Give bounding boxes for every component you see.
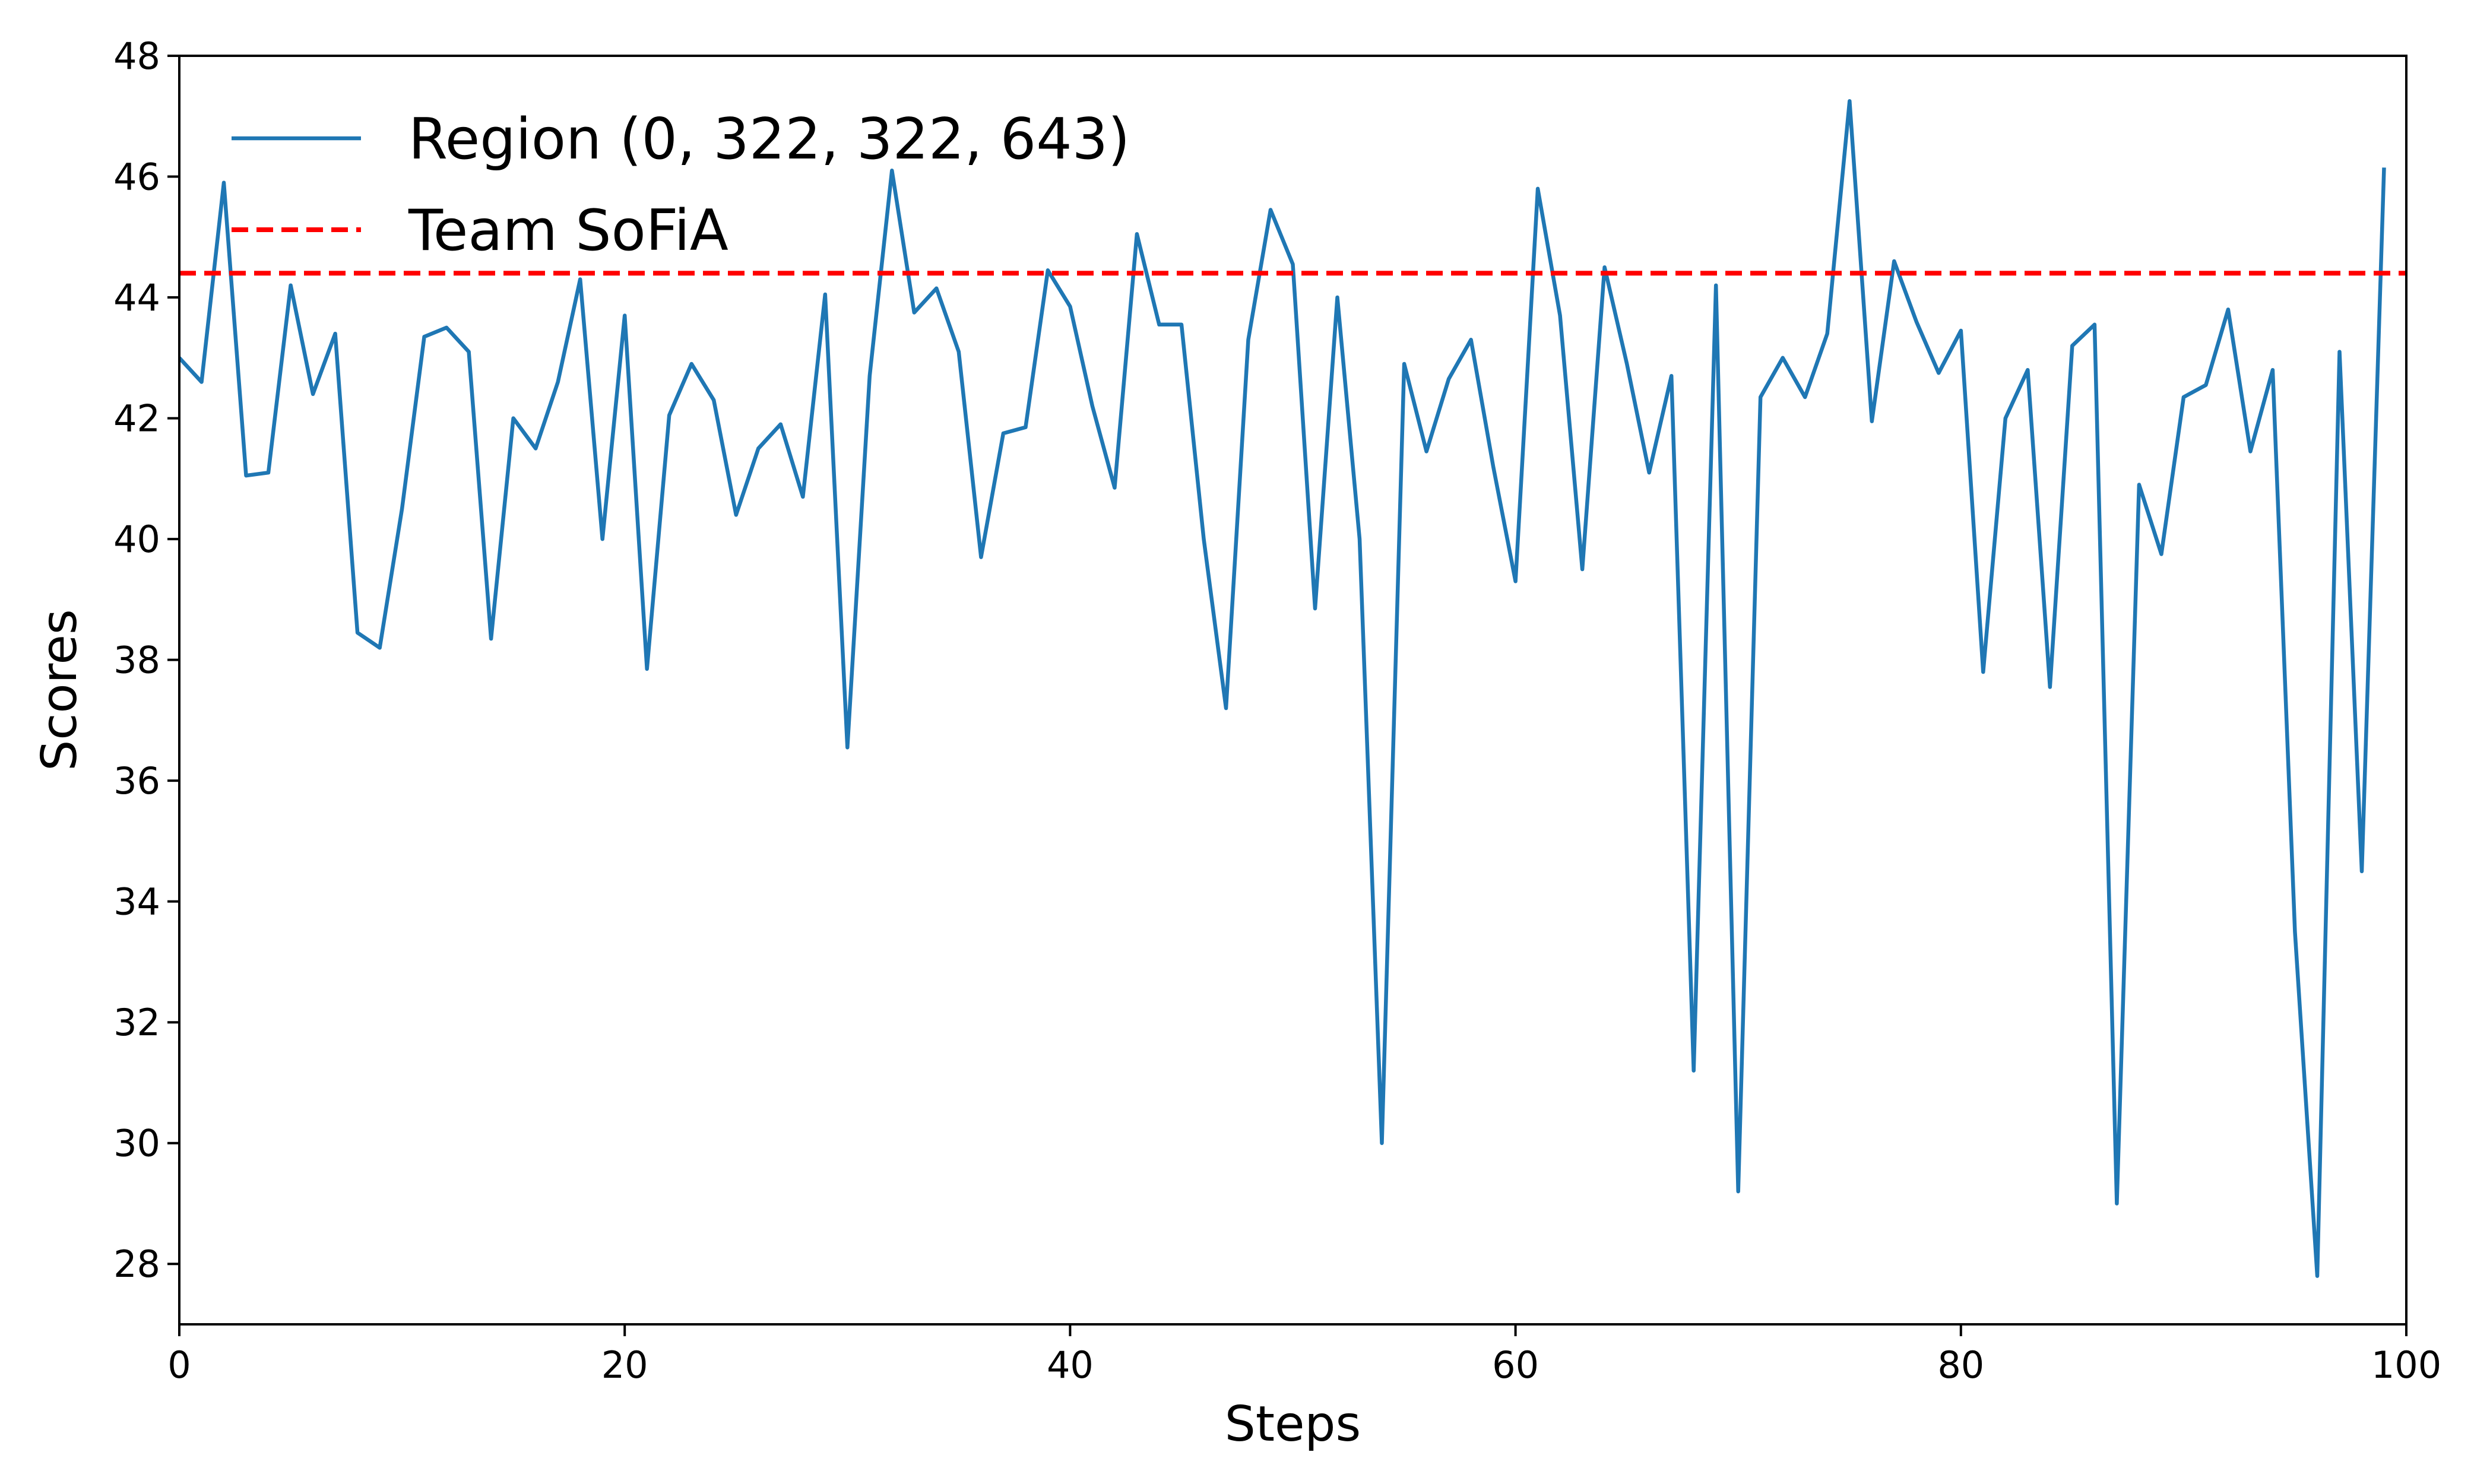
legend-label-region: Region (0, 322, 322, 643): [408, 107, 1130, 172]
y-tick-label: 32: [113, 1001, 160, 1044]
x-axis-label: Steps: [1225, 1396, 1361, 1453]
plot-area: [179, 99, 2406, 1278]
legend-label-team-sofia: Team SoFiA: [408, 198, 728, 264]
y-tick-label: 30: [113, 1122, 160, 1165]
x-tick-label: 0: [167, 1343, 191, 1387]
plot-frame: [178, 55, 2408, 1326]
x-tick-label: 60: [1492, 1343, 1539, 1387]
legend: Region (0, 322, 322, 643) Team SoFiA: [232, 107, 1130, 264]
y-tick-label: 38: [113, 639, 160, 682]
y-tick-label: 34: [113, 880, 160, 924]
y-tick-label: 48: [113, 34, 160, 78]
x-tick-label: 100: [2371, 1343, 2441, 1387]
y-tick-label: 46: [113, 156, 160, 199]
y-tick-label: 44: [113, 276, 160, 319]
y-tick-label: 40: [113, 518, 160, 561]
y-tick-label: 42: [113, 397, 160, 440]
x-tick-label: 80: [1937, 1343, 1984, 1387]
x-tick-label: 20: [601, 1343, 648, 1387]
series-line-region: [179, 99, 2386, 1278]
y-tick-label: 36: [113, 759, 160, 803]
y-axis-label: Scores: [31, 609, 88, 770]
axes: 0 20 40 60 80 100 28 30 32 34 36 38 40 42 44 46 48 Steps S…: [31, 34, 2441, 1453]
y-tick-label: 28: [113, 1242, 160, 1286]
x-tick-label: 40: [1047, 1343, 1094, 1387]
